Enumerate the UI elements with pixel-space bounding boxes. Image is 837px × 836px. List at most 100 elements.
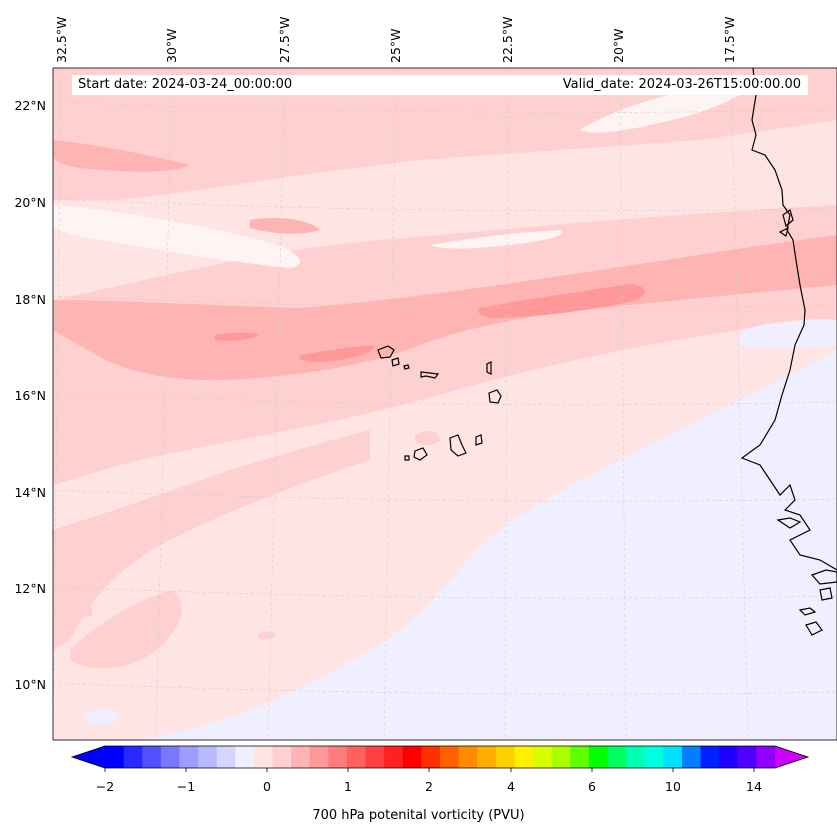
colorbar-cell [309, 746, 329, 768]
colorbar-cell [458, 746, 478, 768]
colorbar-cell [235, 746, 255, 768]
colorbar-cell [495, 746, 515, 768]
pv-streak-main [53, 235, 837, 381]
colorbar-cell [681, 746, 702, 768]
lat-label: 20°N [14, 195, 46, 210]
colorbar-extend-low [72, 746, 105, 768]
colorbar-cell [384, 746, 404, 768]
colorbar-cell [551, 746, 571, 768]
colorbar-cell [142, 746, 162, 768]
lon-label: 30°W [164, 28, 179, 63]
pv-patch-small-1 [62, 380, 76, 400]
colorbar-cell [533, 746, 553, 768]
pv-band-south [53, 430, 370, 650]
pv-negative-patch-1 [85, 708, 119, 725]
coastline-africa [740, 68, 837, 571]
colorbar-cell [737, 746, 757, 768]
colorbar-cell [179, 746, 199, 768]
lon-label: 25°W [388, 28, 403, 63]
colorbar-cell [272, 746, 292, 768]
island-santiago [449, 434, 467, 457]
map-frame [52, 67, 837, 741]
colorbar-tick-labels: −2 −1 0 1 2 4 6 10 14 [96, 779, 762, 794]
date-info-box: Start date: 2024-03-24_00:00:00 Valid_da… [72, 75, 808, 95]
colorbar-cell [328, 746, 348, 768]
pv-streak-north-2 [250, 218, 320, 234]
lat-label: 10°N [14, 677, 46, 692]
island-brava [404, 455, 410, 461]
pv-patch-small-2 [415, 430, 440, 446]
colorbar-cell [253, 746, 273, 768]
island-maio [475, 434, 483, 446]
valid-date-text: Valid_date: 2024-03-26T15:00:00.00 [562, 77, 801, 92]
colorbar-cell [365, 746, 385, 768]
colorbar-cell [160, 746, 180, 768]
colorbar-cell [440, 746, 460, 768]
colorbar-tick-label: −1 [177, 779, 195, 794]
pv-band-north [53, 68, 837, 200]
lon-label: 22.5°W [500, 17, 515, 63]
colorbar-tick-label: 14 [746, 779, 762, 794]
colorbar-extend-high [775, 746, 808, 768]
colorbar-cell [346, 746, 367, 768]
colorbar-cell [514, 746, 534, 768]
island-sal [486, 361, 492, 375]
lon-label: 32.5°W [54, 17, 69, 63]
colorbar-tick-label: 4 [507, 779, 515, 794]
pv-light-patch-nw [53, 205, 300, 268]
colorbar-cell [588, 746, 608, 768]
pv-patch-small-3 [70, 601, 93, 618]
colorbar-cell [477, 746, 497, 768]
latitude-labels: 22°N 20°N 18°N 16°N 14°N 12°N 10°N [14, 98, 46, 692]
colorbar-cell [402, 746, 422, 768]
pv-core-center [299, 345, 375, 362]
colorbar-cell [216, 746, 236, 768]
colorbar-tick-label: 2 [425, 779, 433, 794]
pv-negative-region [140, 350, 837, 740]
pv-core-west [215, 332, 260, 341]
pv-patch-sw [70, 590, 182, 669]
colorbar-cell [570, 746, 590, 768]
colorbar-cell [644, 746, 664, 768]
colorbar-cell [719, 746, 739, 768]
lat-label: 12°N [14, 581, 46, 596]
lon-label: 27.5°W [277, 17, 292, 63]
lat-label: 16°N [14, 388, 46, 403]
pv-core-east [478, 284, 645, 318]
colorbar-ticks [104, 768, 755, 772]
lat-label: 22°N [14, 98, 46, 113]
lat-label: 14°N [14, 485, 46, 500]
pv-field [53, 68, 837, 740]
colorbar-tick-label: 1 [344, 779, 352, 794]
coastlines [740, 68, 837, 636]
island-sao-vicente [391, 357, 400, 367]
colorbar-cell [626, 746, 646, 768]
colorbar-cell [198, 746, 218, 768]
island-sao-nicolau [420, 371, 440, 379]
colorbar-cells [105, 746, 776, 768]
gridlines [53, 68, 837, 740]
colorbar-cell [291, 746, 311, 768]
pv-streak-north-1 [53, 140, 190, 172]
colorbar-cell [123, 746, 143, 768]
colorbar-tick-label: 6 [588, 779, 596, 794]
colorbar-cell [105, 746, 125, 768]
colorbar-tick-label: 10 [665, 779, 681, 794]
colorbar: −2 −1 0 1 2 4 6 10 14 [70, 745, 810, 794]
island-fogo [413, 447, 428, 461]
longitude-labels: 32.5°W 30°W 27.5°W 25°W 22.5°W 20°W 17.5… [54, 17, 737, 63]
colorbar-tick-label: −2 [96, 779, 114, 794]
start-date-text: Start date: 2024-03-24_00:00:00 [78, 77, 293, 92]
colorbar-cell [700, 746, 720, 768]
colorbar-cell [421, 746, 441, 768]
colorbar-label: 700 hPa potenital vorticity (PVU) [312, 808, 525, 823]
island-boa-vista [488, 389, 502, 404]
lat-label: 18°N [14, 292, 46, 307]
pv-negative-patch-north [740, 319, 837, 349]
cape-verde-islands [377, 345, 502, 461]
colorbar-cell [607, 746, 627, 768]
colorbar-cell [756, 746, 776, 768]
lon-label: 17.5°W [722, 17, 737, 63]
colorbar-tick-label: 0 [263, 779, 271, 794]
